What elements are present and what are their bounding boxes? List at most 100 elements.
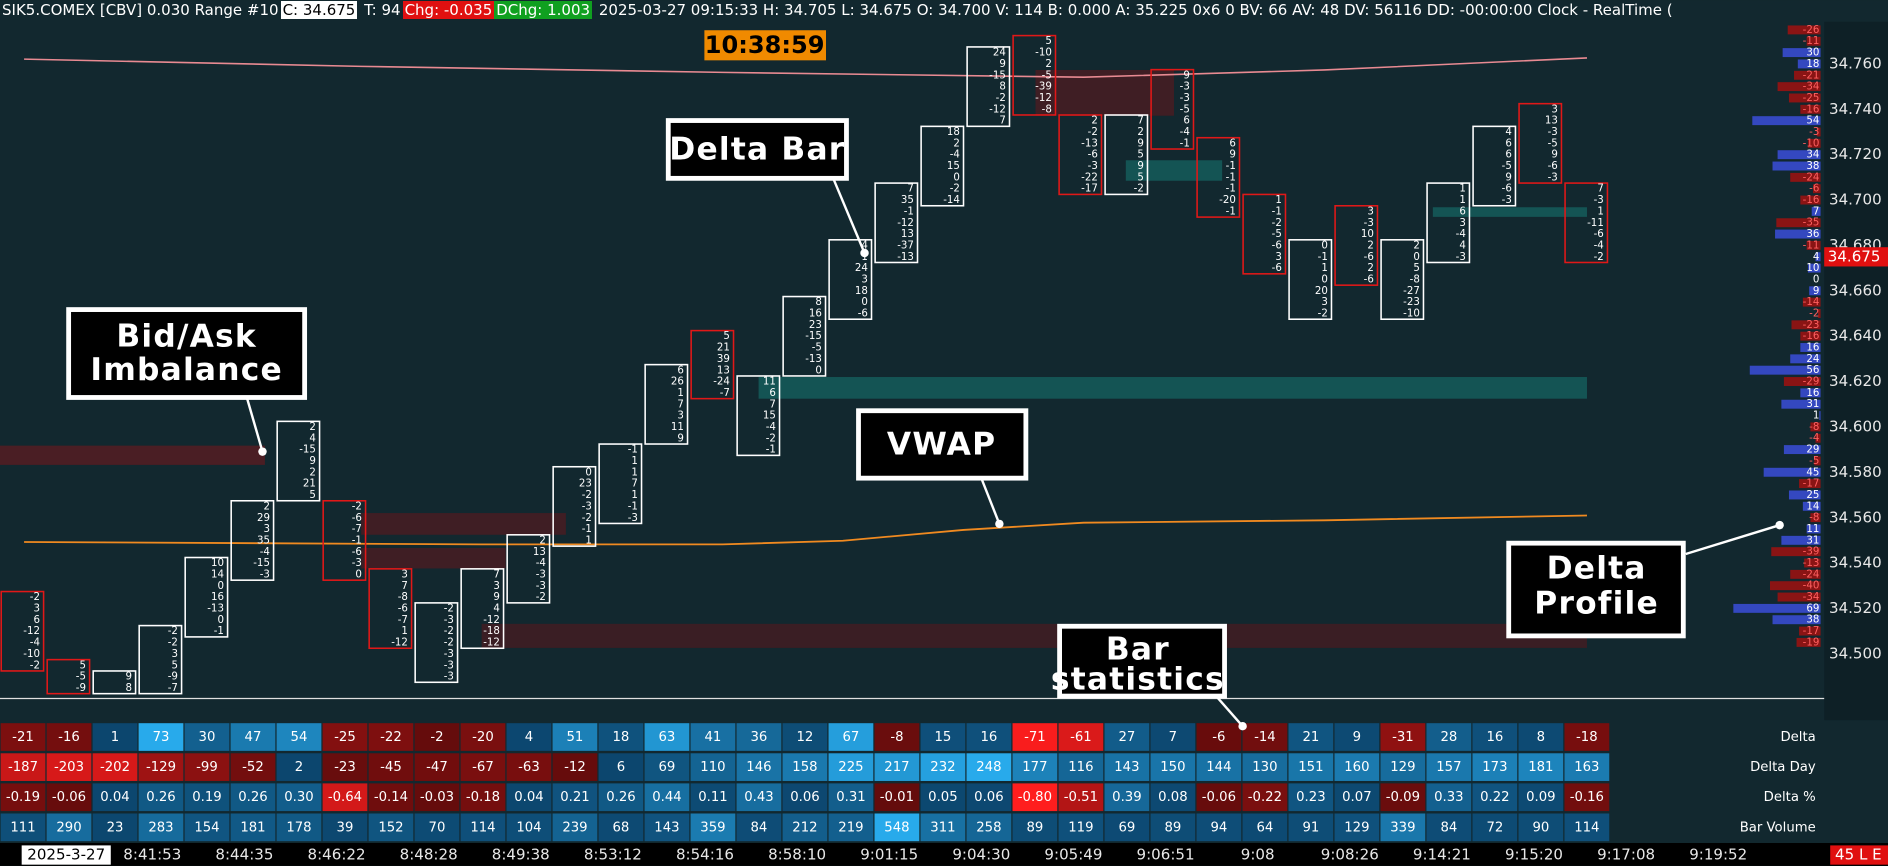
- stat-value: -12: [564, 760, 586, 775]
- cell-delta: 7: [1137, 116, 1144, 127]
- stat-cell: [276, 723, 322, 751]
- cell-delta: 0: [585, 467, 592, 478]
- annotation-box: [66, 307, 308, 400]
- cell-delta: -2: [1594, 252, 1604, 263]
- stat-value: 0.06: [974, 790, 1003, 805]
- cell-delta: -8: [398, 592, 408, 603]
- stat-value: 47: [245, 730, 262, 745]
- cell-delta: 3: [677, 411, 684, 422]
- pointer: [1215, 695, 1244, 727]
- stat-cell: [1472, 813, 1518, 842]
- profile-bar: [1782, 48, 1821, 58]
- cell-delta: -6: [858, 309, 868, 320]
- cell-delta: -10: [1403, 309, 1420, 320]
- profile-value: -34: [1803, 592, 1820, 603]
- bar-statistics: -21 -16 1 73 30 47 54 -25 -22 -2 -20 4 51 18 63 41 36 12 6…: [0, 723, 1816, 842]
- footprint: -236-12-4-10-2 5-5-998-2-235-9-71014016-1…: [0, 34, 1609, 695]
- cell-delta: -1: [904, 206, 914, 217]
- stat-cell: [184, 783, 230, 812]
- stat-cell: [874, 753, 920, 781]
- cell-delta: 2: [1045, 59, 1052, 70]
- stat-value: 84: [751, 820, 768, 835]
- change: Chg: -0.035: [402, 1, 495, 19]
- stat-value: -0.80: [1018, 790, 1052, 805]
- stat-cell: [230, 813, 276, 842]
- stat-value: 248: [976, 760, 1001, 775]
- stat-cell: [966, 753, 1012, 781]
- profile-value: -24: [1803, 569, 1820, 580]
- bar-box: [1288, 239, 1333, 320]
- cell-delta: -1: [1226, 161, 1236, 172]
- profile-bar: [1781, 399, 1821, 409]
- profile-value: 54: [1806, 116, 1819, 127]
- cell-delta: -6: [1272, 263, 1282, 274]
- stat-value: 91: [1302, 820, 1319, 835]
- stat-value: 290: [56, 820, 81, 835]
- stat-value: -202: [100, 760, 130, 775]
- stat-cell: [1196, 783, 1242, 812]
- stat-cell: [1472, 723, 1518, 751]
- stat-value: -187: [8, 760, 38, 775]
- cell-delta: 1: [1321, 263, 1328, 274]
- stat-value: 160: [1344, 760, 1369, 775]
- profile-value: -17: [1803, 626, 1820, 637]
- cell-delta: 13: [533, 547, 546, 558]
- stat-value: 104: [516, 820, 541, 835]
- stat-value: 0.06: [790, 790, 819, 805]
- profile-value: -21: [1803, 70, 1820, 81]
- cell-delta: 6: [1505, 150, 1512, 161]
- cell-delta: -10: [1035, 48, 1052, 59]
- stat-cell: [414, 753, 460, 781]
- cell-delta: 18: [855, 286, 868, 297]
- stat-value: 258: [976, 820, 1001, 835]
- stat-value: -0.19: [6, 790, 40, 805]
- bar-box: [828, 239, 873, 320]
- bar-box: [920, 125, 965, 207]
- stat-value: 30: [199, 730, 216, 745]
- stat-value: 146: [746, 760, 771, 775]
- profile-value: -14: [1803, 297, 1820, 308]
- cell-delta: -6: [352, 547, 362, 558]
- profile-bar: [1800, 195, 1821, 205]
- cell-delta: -1: [582, 524, 592, 535]
- cell-delta: -4: [1456, 229, 1466, 240]
- time-label: 8:49:38: [492, 846, 550, 864]
- stat-cell: [782, 723, 828, 751]
- cell-delta: -6: [1364, 252, 1374, 263]
- stat-cell: [1242, 723, 1288, 751]
- stat-value: 177: [1022, 760, 1047, 775]
- cell-delta: 6: [1505, 138, 1512, 149]
- stat-value: 0.05: [928, 790, 957, 805]
- cell-delta: -5: [1180, 104, 1190, 115]
- stat-cell: [690, 813, 736, 842]
- stat-value: 129: [1390, 760, 1415, 775]
- stat-value: -203: [54, 760, 84, 775]
- stat-cell: [920, 723, 966, 751]
- stat-value: 9: [1353, 730, 1361, 745]
- stat-cell: [276, 813, 322, 842]
- cell-delta: 0: [1321, 240, 1328, 251]
- stat-cell: [1058, 753, 1104, 781]
- cell-delta: -37: [897, 240, 914, 251]
- profile-bar: [1775, 229, 1821, 239]
- profile-bar: [1777, 82, 1821, 92]
- cell-delta: 9: [1551, 150, 1558, 161]
- cell-delta: 9: [999, 59, 1006, 70]
- cell-delta: -2: [1134, 184, 1144, 195]
- cell-delta: 23: [809, 320, 822, 331]
- price-tick-label: 34.640: [1829, 327, 1882, 345]
- stat-value: 69: [1118, 820, 1135, 835]
- stat-cell: [46, 753, 92, 781]
- cell-delta: 5: [79, 660, 86, 671]
- stat-value: 0.07: [1342, 790, 1371, 805]
- stat-cell: [1380, 753, 1426, 781]
- cell-delta: 9: [1183, 70, 1190, 81]
- profile-bar: [1815, 433, 1821, 443]
- cell-delta: 10: [211, 558, 224, 569]
- stat-cell: [920, 753, 966, 781]
- profile-value: -17: [1803, 479, 1820, 490]
- stat-cell: [1196, 723, 1242, 751]
- profile-value: -10: [1803, 138, 1820, 149]
- profile-bar: [1772, 161, 1821, 171]
- cell-delta: -12: [989, 104, 1006, 115]
